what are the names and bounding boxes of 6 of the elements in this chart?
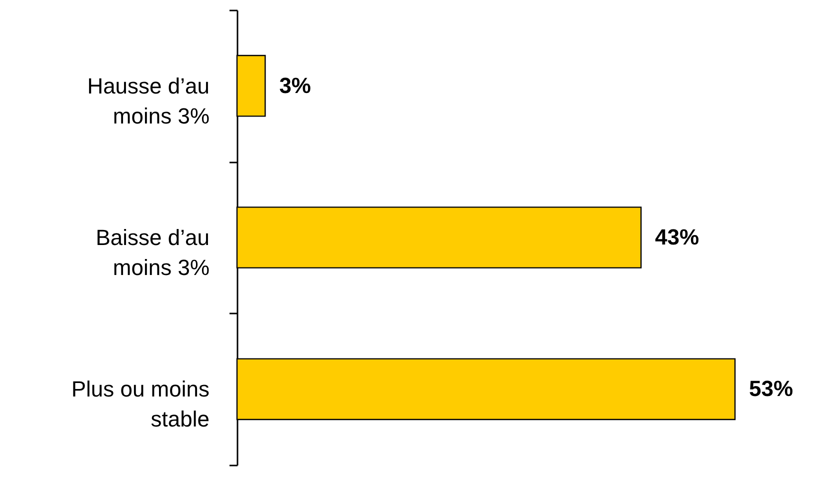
y-tick-label: Plus ou moins stable (71, 376, 210, 432)
data-label: 3% (279, 72, 311, 98)
y-tick-label: Hausse d’au moins 3% (87, 73, 210, 128)
data-label: 53% (749, 376, 794, 402)
data-label: 43% (655, 224, 700, 250)
y-tick-label: Baisse d’au moins 3% (96, 225, 210, 280)
